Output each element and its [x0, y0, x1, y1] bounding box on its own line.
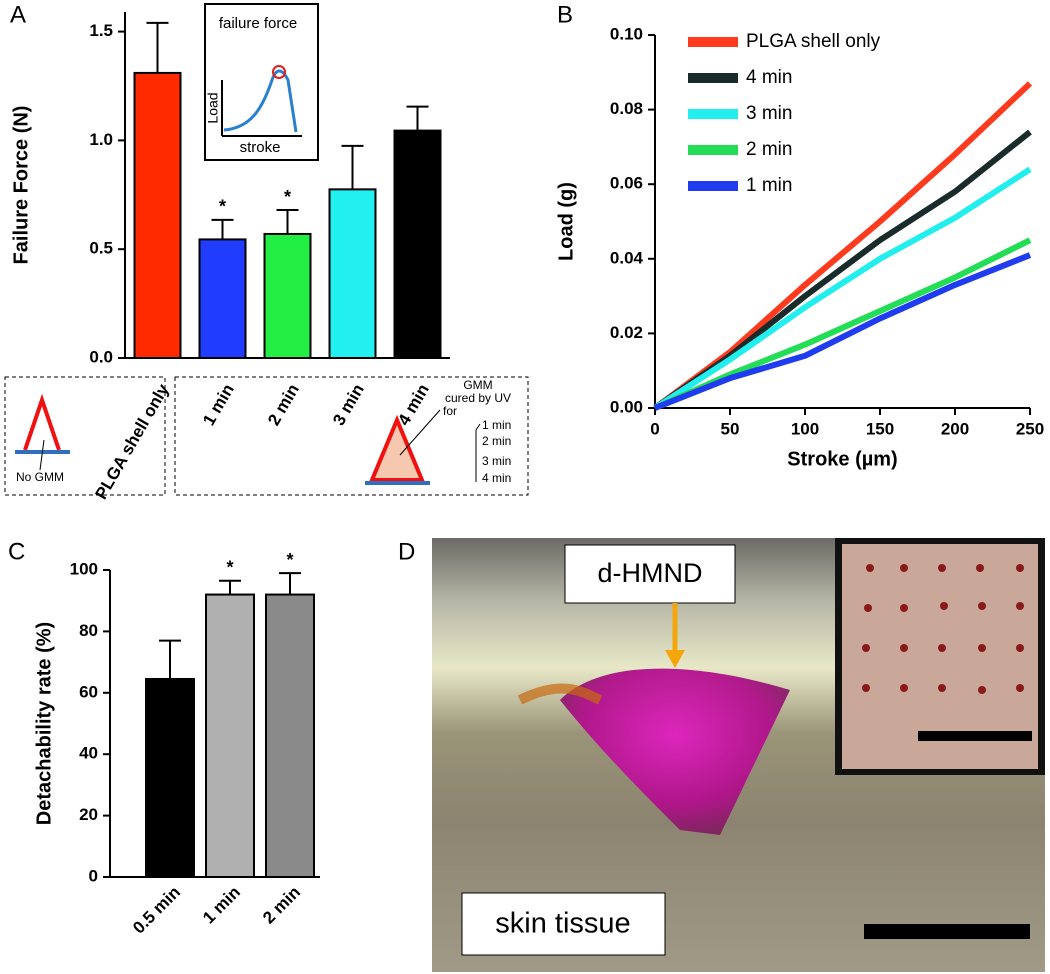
y-tick-label: 0.04	[610, 248, 644, 267]
x-tick-label: 1 min	[199, 381, 238, 429]
dashed-box	[4, 376, 166, 496]
y-tick-label: 0.06	[610, 174, 643, 193]
y-tick-label: 0	[89, 866, 98, 885]
y-tick-label: 0.0	[89, 347, 113, 366]
y-tick-label: 80	[79, 621, 98, 640]
x-tick-label: 250	[1016, 419, 1044, 438]
y-tick-label: 100	[70, 559, 98, 578]
inset-xlabel: stroke	[240, 139, 281, 156]
arrow-head	[665, 650, 685, 668]
y-axis-title: Load (g)	[555, 182, 577, 261]
y-tick-label: 0.5	[89, 239, 113, 258]
panel-label: A	[10, 1, 26, 28]
y-tick-label: 1.5	[89, 21, 113, 40]
significance: *	[226, 557, 233, 577]
error-bar	[146, 21, 169, 73]
arrow	[399, 409, 441, 456]
significance: *	[219, 197, 226, 217]
x-tick-label: 150	[866, 419, 894, 438]
significance: *	[286, 550, 293, 570]
scale-bar	[918, 731, 1032, 741]
callout-box	[461, 892, 666, 956]
y-tick-label: 0.00	[610, 397, 643, 416]
y-axis-title: Failure Force (N)	[10, 106, 32, 265]
panel-label: C	[8, 538, 25, 565]
bar	[328, 188, 377, 359]
bar	[145, 677, 195, 878]
bar	[205, 593, 255, 878]
note: for	[443, 404, 457, 418]
bar	[393, 129, 442, 359]
legend-label: PLGA shell only	[746, 31, 881, 52]
note: No GMM	[16, 470, 64, 484]
stain	[517, 683, 603, 705]
x-tick-label: 100	[791, 419, 819, 438]
panel-label: D	[398, 538, 415, 565]
x-tick-label: 50	[721, 419, 740, 438]
stained-needle	[560, 668, 790, 835]
y-tick-label: 0.10	[610, 24, 643, 43]
note: 1 min	[482, 418, 511, 432]
series-line	[653, 166, 1032, 411]
series-line	[653, 252, 1032, 411]
error-bar	[211, 218, 234, 240]
error-bar	[279, 572, 301, 595]
x-tick-label: PLGA shell only	[92, 380, 174, 502]
inset-ylabel: Load	[205, 92, 221, 123]
needle-dots	[862, 564, 1024, 694]
y-tick-label: 60	[79, 682, 98, 701]
legend-label: 4 min	[746, 67, 792, 88]
callout: d-HMND	[598, 558, 703, 588]
scale-bar	[864, 924, 1030, 939]
needle-icon	[369, 414, 425, 482]
note: GMM	[463, 378, 492, 392]
inset-title: failure force	[219, 15, 297, 32]
legend-label: 1 min	[746, 175, 792, 196]
bar	[265, 593, 315, 878]
x-tick-label: 0	[650, 419, 659, 438]
error-bar	[276, 209, 299, 234]
inset-marker	[272, 65, 286, 79]
note: cured by UV	[445, 391, 511, 405]
error-bar	[341, 144, 364, 190]
x-tick-label: 3 min	[329, 381, 368, 429]
y-axis-title: Detachability rate (%)	[33, 622, 55, 825]
y-tick-label: 40	[79, 744, 98, 763]
bar	[263, 232, 312, 359]
bracket	[475, 423, 481, 482]
callout: skin tissue	[495, 908, 630, 940]
note: 4 min	[482, 471, 511, 485]
series-line	[653, 81, 1033, 411]
x-tick-label: 2 min	[264, 381, 303, 429]
y-tick-label: 0.08	[610, 99, 643, 118]
error-bar	[219, 579, 241, 595]
y-tick-label: 20	[79, 805, 98, 824]
needle-icon	[23, 393, 61, 451]
x-tick-label: 0.5 min	[129, 883, 184, 938]
error-bar	[159, 639, 181, 679]
x-tick-label: 200	[941, 419, 969, 438]
y-tick-label: 0.02	[610, 323, 643, 342]
arrow	[39, 439, 45, 471]
legend-label: 2 min	[746, 139, 792, 160]
bar	[198, 238, 247, 359]
dashed-box	[174, 376, 529, 496]
x-axis-title: Stroke (µm)	[787, 448, 897, 470]
significance: *	[284, 187, 291, 207]
bar	[133, 71, 182, 359]
callout-box	[564, 544, 736, 604]
y-tick-label: 1.0	[89, 130, 113, 149]
error-bar	[406, 105, 429, 131]
x-tick-label: 1 min	[199, 883, 244, 928]
legend-label: 3 min	[746, 103, 792, 124]
inset-frame	[204, 3, 319, 161]
note: 2 min	[482, 434, 511, 448]
panel-label: B	[557, 1, 573, 28]
x-tick-label: 4 min	[394, 381, 433, 429]
x-tick-label: 2 min	[259, 883, 304, 928]
note: 3 min	[482, 454, 511, 468]
